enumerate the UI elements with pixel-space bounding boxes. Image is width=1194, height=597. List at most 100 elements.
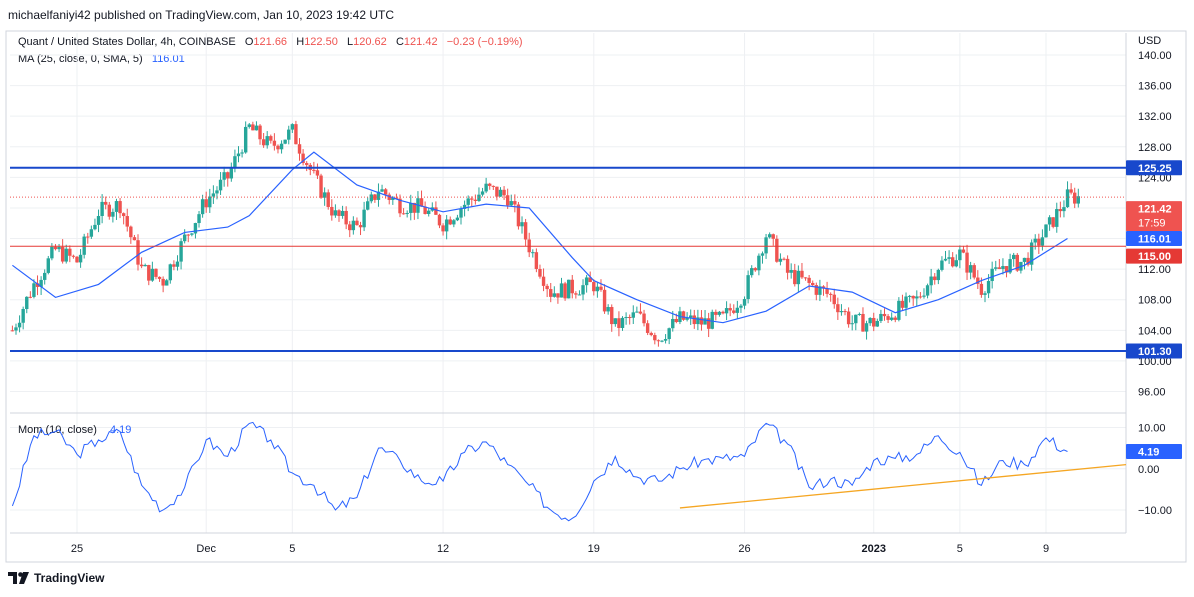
price-badge-label: 125.25	[1138, 163, 1172, 175]
ma-line	[12, 151, 1068, 324]
candle	[631, 305, 635, 325]
price-tick-label: 104.00	[1138, 325, 1172, 337]
candle	[132, 234, 137, 241]
candle	[750, 265, 754, 278]
candle	[441, 223, 445, 236]
candle	[868, 317, 872, 326]
candle	[667, 327, 671, 345]
candle	[1073, 187, 1077, 209]
tradingview-logo[interactable]: TradingView	[8, 571, 104, 585]
candle	[610, 304, 614, 332]
candle	[150, 261, 155, 282]
date-tick-label: 5	[957, 543, 963, 555]
candle	[1001, 258, 1005, 275]
candle	[584, 274, 589, 293]
candle	[258, 124, 262, 145]
price-axis[interactable]: USD140.00136.00132.00128.00124.00120.001…	[1138, 35, 1172, 399]
candle	[800, 262, 804, 279]
candle	[857, 312, 862, 316]
tradingview-brand: TradingView	[34, 571, 105, 585]
symbol-name[interactable]: Quant / United States Dollar, 4h, COINBA…	[18, 36, 236, 48]
candle	[660, 340, 664, 343]
candle	[46, 255, 50, 275]
candle	[175, 255, 180, 271]
candle	[645, 320, 650, 336]
candle	[32, 279, 36, 299]
momentum-tick-label: 10.00	[1138, 423, 1166, 435]
candle	[470, 196, 474, 207]
candle	[549, 282, 553, 303]
candle	[828, 292, 833, 302]
time-axis[interactable]: 25 Dec 5 12 19 26 2023 5 9	[71, 543, 1049, 555]
momentum-trendline[interactable]	[679, 463, 1127, 509]
price-badge-101.30: 101.30	[1126, 343, 1182, 359]
candle	[581, 279, 585, 301]
candle	[556, 293, 560, 304]
candle	[825, 281, 829, 298]
candle	[739, 303, 743, 313]
candle	[448, 216, 452, 226]
candle	[208, 188, 212, 213]
candle	[692, 309, 696, 329]
candle	[197, 210, 201, 228]
publish-info: michaelfaniyi42 published on TradingView…	[8, 8, 395, 22]
candle	[366, 197, 370, 211]
candle	[527, 232, 531, 258]
candle	[172, 260, 176, 271]
candle	[907, 294, 912, 303]
candle	[355, 217, 359, 226]
candle	[398, 194, 402, 218]
candle	[401, 208, 406, 215]
candle	[315, 163, 320, 180]
candle	[577, 290, 582, 296]
momentum-value: 4.19	[110, 424, 131, 436]
candle	[818, 279, 822, 302]
candle	[696, 309, 700, 331]
price-badge-115.00: 115.00	[1126, 248, 1182, 264]
candle	[96, 209, 101, 233]
candle	[107, 201, 111, 220]
candle	[771, 233, 775, 246]
close-label: C	[395, 36, 404, 48]
candle	[43, 269, 47, 285]
candle	[434, 201, 438, 215]
candle	[656, 339, 661, 347]
candle	[269, 134, 273, 144]
candle	[624, 312, 628, 325]
candle	[1029, 239, 1034, 271]
candle	[699, 310, 704, 331]
candle	[1055, 202, 1059, 233]
candle	[785, 255, 790, 280]
candle	[287, 125, 291, 145]
candle	[93, 218, 97, 231]
momentum-line	[11, 421, 1068, 522]
candle	[599, 279, 603, 292]
candle	[728, 303, 732, 317]
candle	[168, 263, 173, 284]
candle	[531, 249, 535, 258]
candle	[922, 288, 926, 299]
candle	[983, 291, 987, 303]
candle	[872, 312, 876, 332]
candle	[1019, 261, 1023, 274]
candle	[35, 275, 40, 296]
candle	[943, 250, 948, 262]
ma-label[interactable]: MA (25, close, 0, SMA, 5)	[18, 53, 143, 65]
candle	[25, 296, 29, 314]
candle	[936, 268, 941, 285]
candle	[233, 149, 237, 173]
candle	[10, 325, 15, 332]
high-value: 122.50	[304, 36, 338, 48]
candle	[897, 297, 901, 322]
candle	[663, 334, 668, 344]
candle	[563, 281, 567, 301]
candle	[28, 291, 33, 299]
candle	[125, 208, 129, 232]
candle	[523, 218, 528, 247]
candle	[222, 166, 226, 187]
momentum-label[interactable]: Mom (10, close)	[18, 424, 97, 436]
price-tick-label: 112.00	[1138, 264, 1171, 276]
price-badge-121.42: 121.42 17:59	[1126, 201, 1182, 232]
